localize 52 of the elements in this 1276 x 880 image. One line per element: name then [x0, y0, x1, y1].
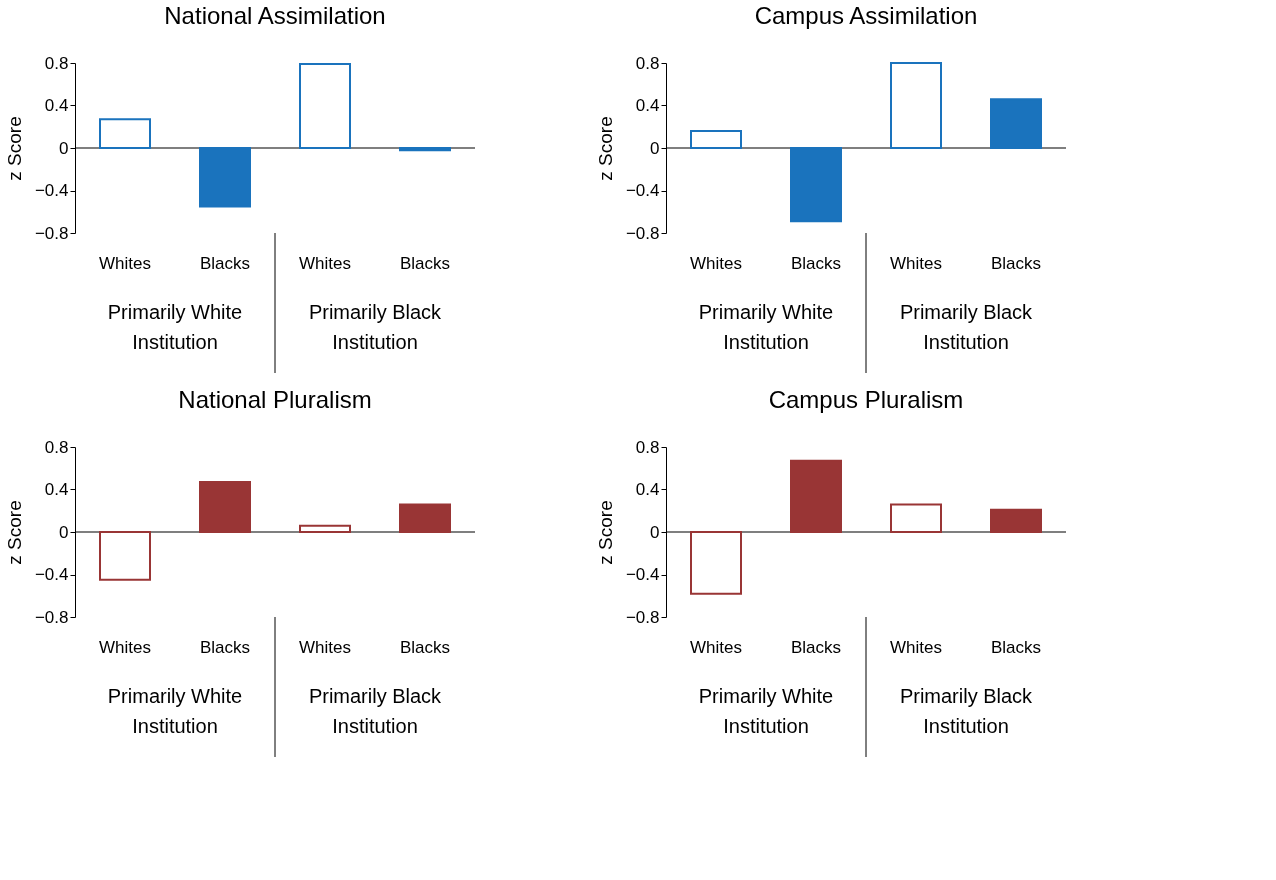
x-tick-label: Blacks [990, 637, 1042, 657]
y-tick-label: −0.8 [34, 607, 69, 627]
y-tick-label: 0 [650, 522, 660, 542]
chart-title: National Pluralism [178, 386, 372, 413]
x-tick-label: Whites [890, 253, 942, 273]
x-tick-label: Whites [690, 637, 742, 657]
x-tick-label: Blacks [399, 253, 451, 273]
y-axis-title: z Score [594, 116, 616, 181]
x-tick-label: Blacks [790, 253, 842, 273]
x-tick-label: Blacks [199, 637, 251, 657]
y-tick-label: −0.8 [625, 223, 660, 243]
y-tick-label: 0.4 [44, 480, 69, 499]
y-tick-label: −0.4 [625, 181, 660, 200]
text: Primarily Black Institution [899, 685, 1034, 737]
y-tick-label: −0.4 [625, 565, 660, 584]
text: Primarily Black Institution [308, 685, 443, 737]
y-axis-title: z Score [3, 500, 25, 565]
y-tick-label: 0.8 [635, 53, 660, 73]
x-tick-label: Whites [890, 637, 942, 657]
chart-title: Campus Assimilation [754, 2, 978, 29]
text: Primarily White Institution [107, 301, 243, 353]
y-tick-label: 0.8 [44, 437, 69, 457]
y-tick-label: 0 [59, 522, 69, 542]
x-tick-label: Whites [690, 253, 742, 273]
text: Primarily White Institution [698, 301, 834, 353]
x-tick-label: Blacks [990, 253, 1042, 273]
chart-title: National Assimilation [164, 2, 386, 29]
y-tick-label: 0.4 [635, 96, 660, 115]
y-tick-label: −0.4 [34, 181, 69, 200]
y-tick-label: 0 [650, 138, 660, 158]
x-tick-label: Blacks [199, 253, 251, 273]
text: Primarily Black Institution [308, 301, 443, 353]
y-axis-title: z Score [3, 116, 25, 181]
chart-title: Campus Pluralism [768, 386, 964, 413]
y-tick-label: 0.4 [635, 480, 660, 499]
y-tick-label: 0 [59, 138, 69, 158]
y-tick-label: −0.4 [34, 565, 69, 584]
x-tick-label: Whites [299, 637, 351, 657]
y-tick-label: −0.8 [34, 223, 69, 243]
y-tick-label: −0.8 [625, 607, 660, 627]
text: Primarily White Institution [698, 685, 834, 737]
y-tick-label: 0.8 [44, 53, 69, 73]
x-tick-label: Whites [99, 253, 151, 273]
x-tick-label: Blacks [790, 637, 842, 657]
x-tick-label: Whites [299, 253, 351, 273]
y-axis-title: z Score [594, 500, 616, 565]
text: Primarily Black Institution [899, 301, 1034, 353]
y-tick-label: 0.4 [44, 96, 69, 115]
x-tick-label: Whites [99, 637, 151, 657]
x-tick-label: Blacks [399, 637, 451, 657]
text: Primarily White Institution [107, 685, 243, 737]
y-tick-label: 0.8 [635, 437, 660, 457]
